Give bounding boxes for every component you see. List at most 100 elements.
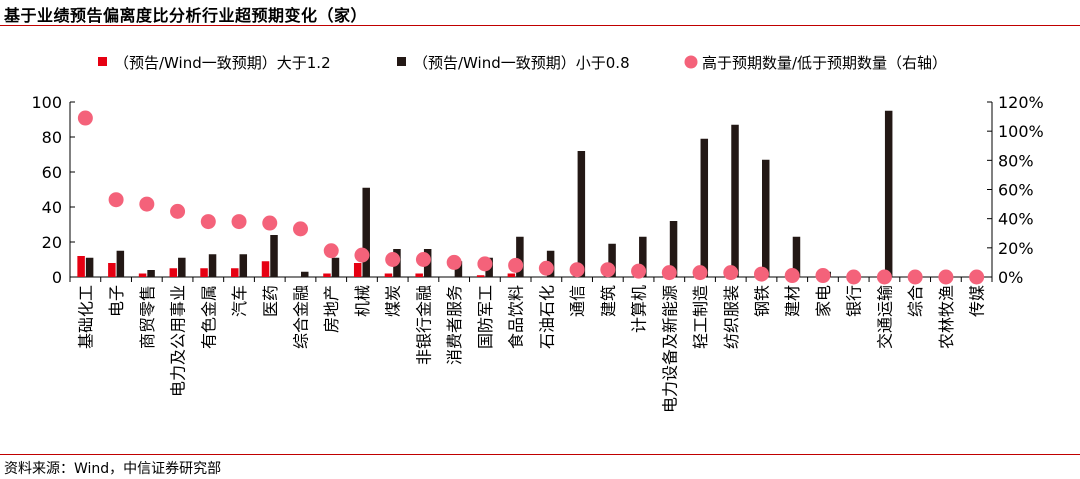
y-right-tick-label: 80% [998,151,1034,170]
y-right-tick-label: 20% [998,239,1034,258]
ratio-point-29 [969,269,985,285]
bar-below-0-8-4 [208,254,217,277]
ratio-point-26 [876,269,892,285]
x-tick-label-21: 纺织服装 [722,285,741,349]
ratio-point-6 [262,215,278,231]
ratio-point-9 [354,247,370,263]
x-tick-label-4: 有色金属 [199,285,218,349]
ratio-point-16 [569,262,585,278]
legend-label-0: （预告/Wind一致预期）大于1.2 [114,54,331,72]
x-tick-label-22: 钢铁 [753,285,772,317]
ratio-point-19 [661,265,677,281]
ratio-point-8 [323,243,339,259]
bar-below-0-8-17 [608,243,616,277]
y-right-tick-label: 40% [998,210,1034,229]
x-tick-label-27: 综合 [906,285,925,317]
x-tick-label-3: 电力及公用事业 [169,285,188,397]
y-left-tick-label: 20 [42,233,62,252]
legend: （预告/Wind一致预期）大于1.2 （预告/Wind一致预期）小于0.8 高于预期… [98,54,947,72]
ratio-point-3 [170,203,186,219]
x-tick-label-23: 建材 [783,285,802,317]
y-left-tick-label: 0 [52,268,62,287]
x-tick-label-1: 电子 [107,285,126,317]
x-tick-label-2: 商贸零售 [138,285,157,349]
bar-above-1-2-4 [200,268,208,277]
x-tick-label-13: 国防军工 [476,285,495,349]
bar-above-1-2-13 [476,275,485,277]
y-left-tick-label: 40 [42,198,62,217]
x-tick-label-8: 房地产 [322,285,341,333]
ratio-point-27 [907,269,923,285]
x-tick-label-24: 家电 [814,285,833,317]
x-tick-label-17: 建筑 [599,285,618,317]
x-tick-label-12: 消费者服务 [445,285,464,365]
ratio-point-13 [477,256,493,272]
bar-below-0-8-2 [147,270,155,277]
bar-below-0-8-22 [762,159,770,277]
dots [77,110,985,285]
x-tick-label-18: 计算机 [630,285,649,333]
ratio-point-0 [77,110,93,126]
legend-label-2: 高于预期数量/低于预期数量（右轴） [702,54,947,72]
bar-below-0-8-6 [270,235,278,277]
bar-above-1-2-10 [384,273,393,277]
ratio-point-18 [631,263,647,279]
x-tick-label-20: 轻工制造 [691,285,710,349]
bar-above-1-2-2 [138,273,147,277]
ratio-point-28 [938,269,954,285]
title-rule [0,25,1080,26]
ratio-point-5 [231,214,247,230]
bar-below-0-8-7 [301,271,309,277]
bar-below-0-8-18 [639,236,647,277]
bar-below-0-8-5 [239,254,248,277]
bars [77,110,893,277]
bar-above-1-2-8 [323,273,331,277]
bar-above-1-2-0 [77,256,85,277]
x-tick-label-26: 交通运输 [875,285,894,349]
bar-below-0-8-8 [331,257,340,277]
bar-below-0-8-21 [731,124,739,277]
x-tick-label-14: 食品饮料 [507,285,526,349]
x-tick-label-19: 电力设备及新能源 [660,285,679,413]
bar-below-0-8-0 [85,257,94,277]
bar-below-0-8-20 [700,138,709,277]
ratio-point-20 [692,265,708,281]
source-note: 资料来源：Wind，中信证券研究部 [4,461,222,477]
y-left-tick-label: 60 [42,163,62,182]
y-left-tick-label: 100 [31,93,62,112]
ratio-point-12 [446,254,462,270]
y-right-tick-label: 60% [998,181,1034,200]
bar-above-1-2-14 [507,273,516,277]
bar-above-1-2-1 [108,263,116,277]
y-left-tick-label: 80 [42,128,62,147]
ratio-point-22 [754,266,769,282]
bar-below-0-8-1 [116,250,125,277]
bar-below-0-8-14 [516,236,524,277]
x-tick-labels: 基础化工 电子 商贸零售 电力及公用事业 有色金属 汽车 医药 综合金融 房地产 机械 煤炭 非银行金… [76,285,986,413]
x-tick-label-11: 非银行金融 [414,285,433,365]
x-tick-label-10: 煤炭 [384,285,403,317]
y-right-tick-label: 120% [998,93,1044,112]
legend-swatch-0 [98,57,107,66]
bar-above-1-2-3 [169,268,178,277]
ratio-point-7 [293,221,308,237]
chart-title: 基于业绩预告偏离度比分析行业超预期变化（家） [4,6,368,25]
ratio-point-4 [200,214,216,230]
ratio-point-1 [108,192,124,208]
bar-below-0-8-16 [577,151,586,277]
x-tick-label-0: 基础化工 [76,285,95,349]
ratio-point-14 [508,257,524,273]
bar-below-0-8-23 [792,236,801,277]
chart: （预告/Wind一致预期）大于1.2 （预告/Wind一致预期）小于0.8 高于预期… [31,54,1044,413]
x-tick-label-6: 医药 [261,285,280,317]
ratio-point-17 [600,262,616,278]
bar-below-0-8-9 [362,187,370,277]
ratio-point-2 [139,196,155,212]
source-rule [0,454,1080,455]
x-tick-label-7: 综合金融 [292,285,311,349]
ratio-point-11 [415,252,431,267]
bar-below-0-8-19 [669,221,678,277]
ratio-point-10 [385,252,401,267]
y-right-tick-label: 0% [998,268,1023,287]
ratio-point-24 [815,268,831,284]
